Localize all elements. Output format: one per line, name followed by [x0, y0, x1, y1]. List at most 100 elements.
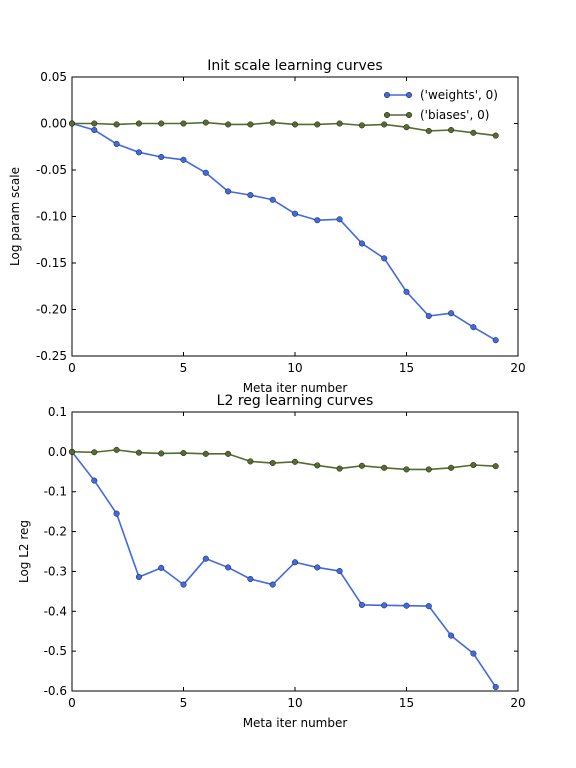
data-point: [202, 450, 209, 457]
data-point: [180, 120, 187, 127]
x-axis-label: Meta iter number: [243, 716, 348, 730]
data-point: [470, 129, 477, 136]
data-point: [247, 121, 254, 128]
x-tick-label: 5: [180, 696, 188, 710]
y-tick-label: -0.4: [44, 604, 67, 618]
data-point: [113, 121, 120, 128]
chart-l2-reg: 0 5 10 15 20 0.1 0.0 -0.1 -0.2 -0.3 -0.4 -0.5 -0.6 L2…: [17, 393, 526, 730]
x-tick-label: 10: [287, 361, 302, 375]
x-tick-label: 5: [180, 361, 188, 375]
x-tick-label: 20: [510, 696, 525, 710]
legend-marker: [384, 91, 391, 98]
data-point: [91, 449, 98, 456]
series-line-1: [71, 449, 496, 471]
data-point: [91, 120, 98, 127]
y-tick-label: -0.15: [36, 256, 67, 270]
data-point: [247, 576, 254, 583]
legend-marker: [406, 91, 413, 98]
data-point: [269, 460, 276, 467]
data-point: [113, 510, 120, 517]
data-point: [158, 153, 165, 160]
data-point: [269, 119, 276, 126]
series-line-0: [71, 122, 497, 341]
data-point: [225, 564, 232, 571]
legend-label: ('biases', 0): [420, 108, 489, 122]
x-tick-label: 0: [68, 361, 76, 375]
chart-title: Init scale learning curves: [207, 58, 382, 74]
y-tick-label: 0.00: [40, 117, 67, 131]
y-tick-label: 0.0: [48, 445, 67, 459]
data-point: [470, 324, 477, 331]
data-point: [158, 564, 165, 571]
data-point: [492, 463, 499, 470]
x-tick-label: 0: [68, 696, 76, 710]
y-axis-label: Log L2 reg: [17, 520, 31, 583]
data-point: [269, 581, 276, 588]
legend-marker: [384, 111, 391, 118]
chart-title: L2 reg learning curves: [217, 393, 374, 409]
data-point: [180, 156, 187, 163]
data-point: [314, 564, 321, 571]
data-point: [403, 466, 410, 473]
data-point: [381, 464, 388, 471]
data-point: [492, 132, 499, 139]
data-point: [135, 120, 142, 127]
data-point: [135, 149, 142, 156]
data-point: [292, 121, 299, 128]
data-point: [158, 120, 165, 127]
data-point: [358, 601, 365, 608]
data-point: [292, 559, 299, 566]
data-point: [180, 581, 187, 588]
x-tick-label: 15: [399, 361, 414, 375]
data-point: [403, 288, 410, 295]
legend-label: ('weights', 0): [420, 88, 498, 102]
data-point: [158, 450, 165, 457]
data-point: [470, 650, 477, 657]
data-point: [135, 449, 142, 456]
data-point: [425, 313, 432, 320]
data-point: [492, 337, 499, 344]
data-point: [448, 310, 455, 317]
data-point: [314, 462, 321, 469]
x-tick-label: 10: [287, 696, 302, 710]
data-point: [358, 122, 365, 129]
data-point: [470, 462, 477, 469]
data-point: [91, 127, 98, 134]
data-point: [403, 124, 410, 131]
data-point: [247, 458, 254, 465]
data-point: [225, 121, 232, 128]
data-point: [68, 120, 75, 127]
data-point: [336, 120, 343, 127]
y-tick-label: -0.5: [44, 644, 67, 658]
y-tick-label: -0.20: [36, 303, 67, 317]
data-point: [336, 568, 343, 575]
data-point: [269, 196, 276, 203]
data-point: [68, 448, 75, 455]
data-point: [113, 140, 120, 147]
series-line-0: [71, 451, 497, 688]
data-point: [492, 684, 499, 691]
data-point: [292, 458, 299, 465]
data-point: [358, 462, 365, 469]
data-point: [381, 121, 388, 128]
data-point: [113, 446, 120, 453]
data-point: [425, 603, 432, 610]
data-point: [314, 121, 321, 128]
data-point: [91, 477, 98, 484]
data-point: [381, 602, 388, 609]
data-point: [448, 632, 455, 639]
y-tick-label: 0.1: [48, 405, 67, 419]
y-tick-label: -0.3: [44, 564, 67, 578]
y-tick-label: -0.2: [44, 525, 67, 539]
data-point: [314, 217, 321, 224]
data-point: [336, 216, 343, 223]
data-point: [202, 169, 209, 176]
y-tick-label: -0.10: [36, 210, 67, 224]
data-point: [358, 240, 365, 247]
chart-init-scale: 0 5 10 15 20 0.05 0.00 -0.05 -0.10 -0.15 -0.20 -0.2…: [8, 58, 526, 395]
x-axis-label: Meta iter number: [243, 381, 348, 395]
data-point: [448, 464, 455, 471]
data-point: [247, 192, 254, 199]
data-point: [336, 465, 343, 472]
data-point: [448, 127, 455, 134]
